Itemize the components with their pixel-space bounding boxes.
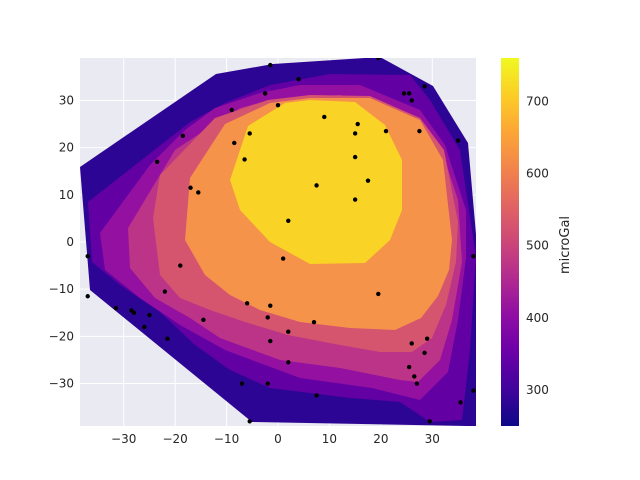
station-point	[268, 338, 273, 344]
station-point	[196, 190, 201, 195]
station-point	[376, 58, 381, 61]
station-point	[406, 364, 412, 370]
station-point	[286, 360, 291, 365]
y-axis-ticks: −30 −20 −10 0 10 20 30	[49, 93, 74, 390]
station-point	[154, 159, 160, 164]
colorbar-tick-label: 500	[526, 239, 549, 253]
station-point	[265, 315, 270, 320]
station-point	[265, 381, 270, 386]
station-point	[201, 317, 206, 323]
colorbar-tick-label: 700	[526, 94, 549, 108]
station-point	[162, 289, 168, 294]
station-point	[286, 329, 291, 334]
station-point	[355, 121, 360, 127]
station-point	[365, 178, 371, 183]
station-point	[314, 393, 319, 398]
station-point	[286, 218, 291, 223]
x-tick-label: 30	[425, 432, 440, 446]
station-point	[229, 107, 234, 113]
station-point	[178, 263, 183, 268]
station-point	[247, 419, 252, 424]
station-point	[268, 62, 273, 68]
x-tick-label: 20	[373, 432, 388, 446]
station-point	[412, 374, 417, 379]
station-point	[322, 114, 327, 120]
station-point	[427, 419, 432, 424]
station-point	[406, 91, 412, 96]
colorbar: 300 400 500 600 700	[501, 58, 549, 426]
y-tick-label: −30	[49, 377, 74, 391]
station-point	[352, 154, 358, 160]
colorbar-tick-label: 400	[526, 311, 549, 325]
station-point	[414, 381, 420, 386]
x-tick-label: 0	[274, 432, 282, 446]
station-point	[417, 128, 422, 134]
station-point	[239, 381, 245, 386]
y-tick-label: 10	[59, 188, 74, 202]
colorbar-label: microGal	[558, 216, 573, 274]
station-point	[422, 350, 427, 356]
station-point	[383, 128, 389, 134]
station-point	[188, 185, 193, 190]
station-point	[247, 131, 252, 136]
station-point	[409, 98, 414, 103]
station-point	[471, 253, 476, 259]
station-point	[471, 388, 476, 393]
station-point	[458, 400, 463, 405]
station-point	[85, 294, 90, 299]
x-axis-ticks: −30 −20 −10 0 10 20 30	[111, 432, 440, 446]
station-point	[401, 91, 407, 96]
x-tick-label: 10	[322, 432, 337, 446]
station-point	[314, 183, 319, 188]
colorbar-gradient	[501, 58, 519, 426]
colorbar-tick-label: 600	[526, 166, 549, 180]
station-point	[147, 312, 152, 318]
station-point	[180, 133, 186, 139]
station-point	[275, 102, 281, 108]
station-point	[262, 91, 268, 96]
colorbar-tick-label: 300	[526, 383, 549, 397]
station-point	[232, 140, 237, 146]
y-tick-label: 30	[59, 93, 74, 107]
station-point	[242, 157, 247, 162]
y-tick-label: −20	[49, 329, 74, 343]
y-tick-label: 20	[59, 141, 74, 155]
station-point	[296, 77, 301, 82]
contour-band-700	[230, 100, 402, 264]
x-tick-label: −20	[162, 432, 187, 446]
station-point	[131, 310, 137, 315]
x-tick-label: −30	[111, 432, 136, 446]
x-tick-label: −10	[214, 432, 239, 446]
station-point	[422, 84, 427, 89]
station-point	[424, 336, 430, 341]
station-point	[85, 253, 90, 259]
station-point	[352, 131, 358, 136]
station-point	[280, 256, 286, 261]
station-point	[311, 320, 317, 325]
station-point	[352, 197, 358, 202]
station-point	[268, 303, 273, 308]
station-point	[244, 301, 250, 306]
y-tick-label: −10	[49, 282, 74, 296]
plot-area	[80, 58, 476, 426]
station-point	[376, 291, 381, 297]
station-point	[113, 305, 119, 311]
y-tick-label: 0	[66, 235, 74, 249]
station-point	[142, 324, 147, 330]
station-point	[409, 341, 414, 346]
station-point	[455, 138, 461, 143]
station-point	[165, 336, 170, 341]
